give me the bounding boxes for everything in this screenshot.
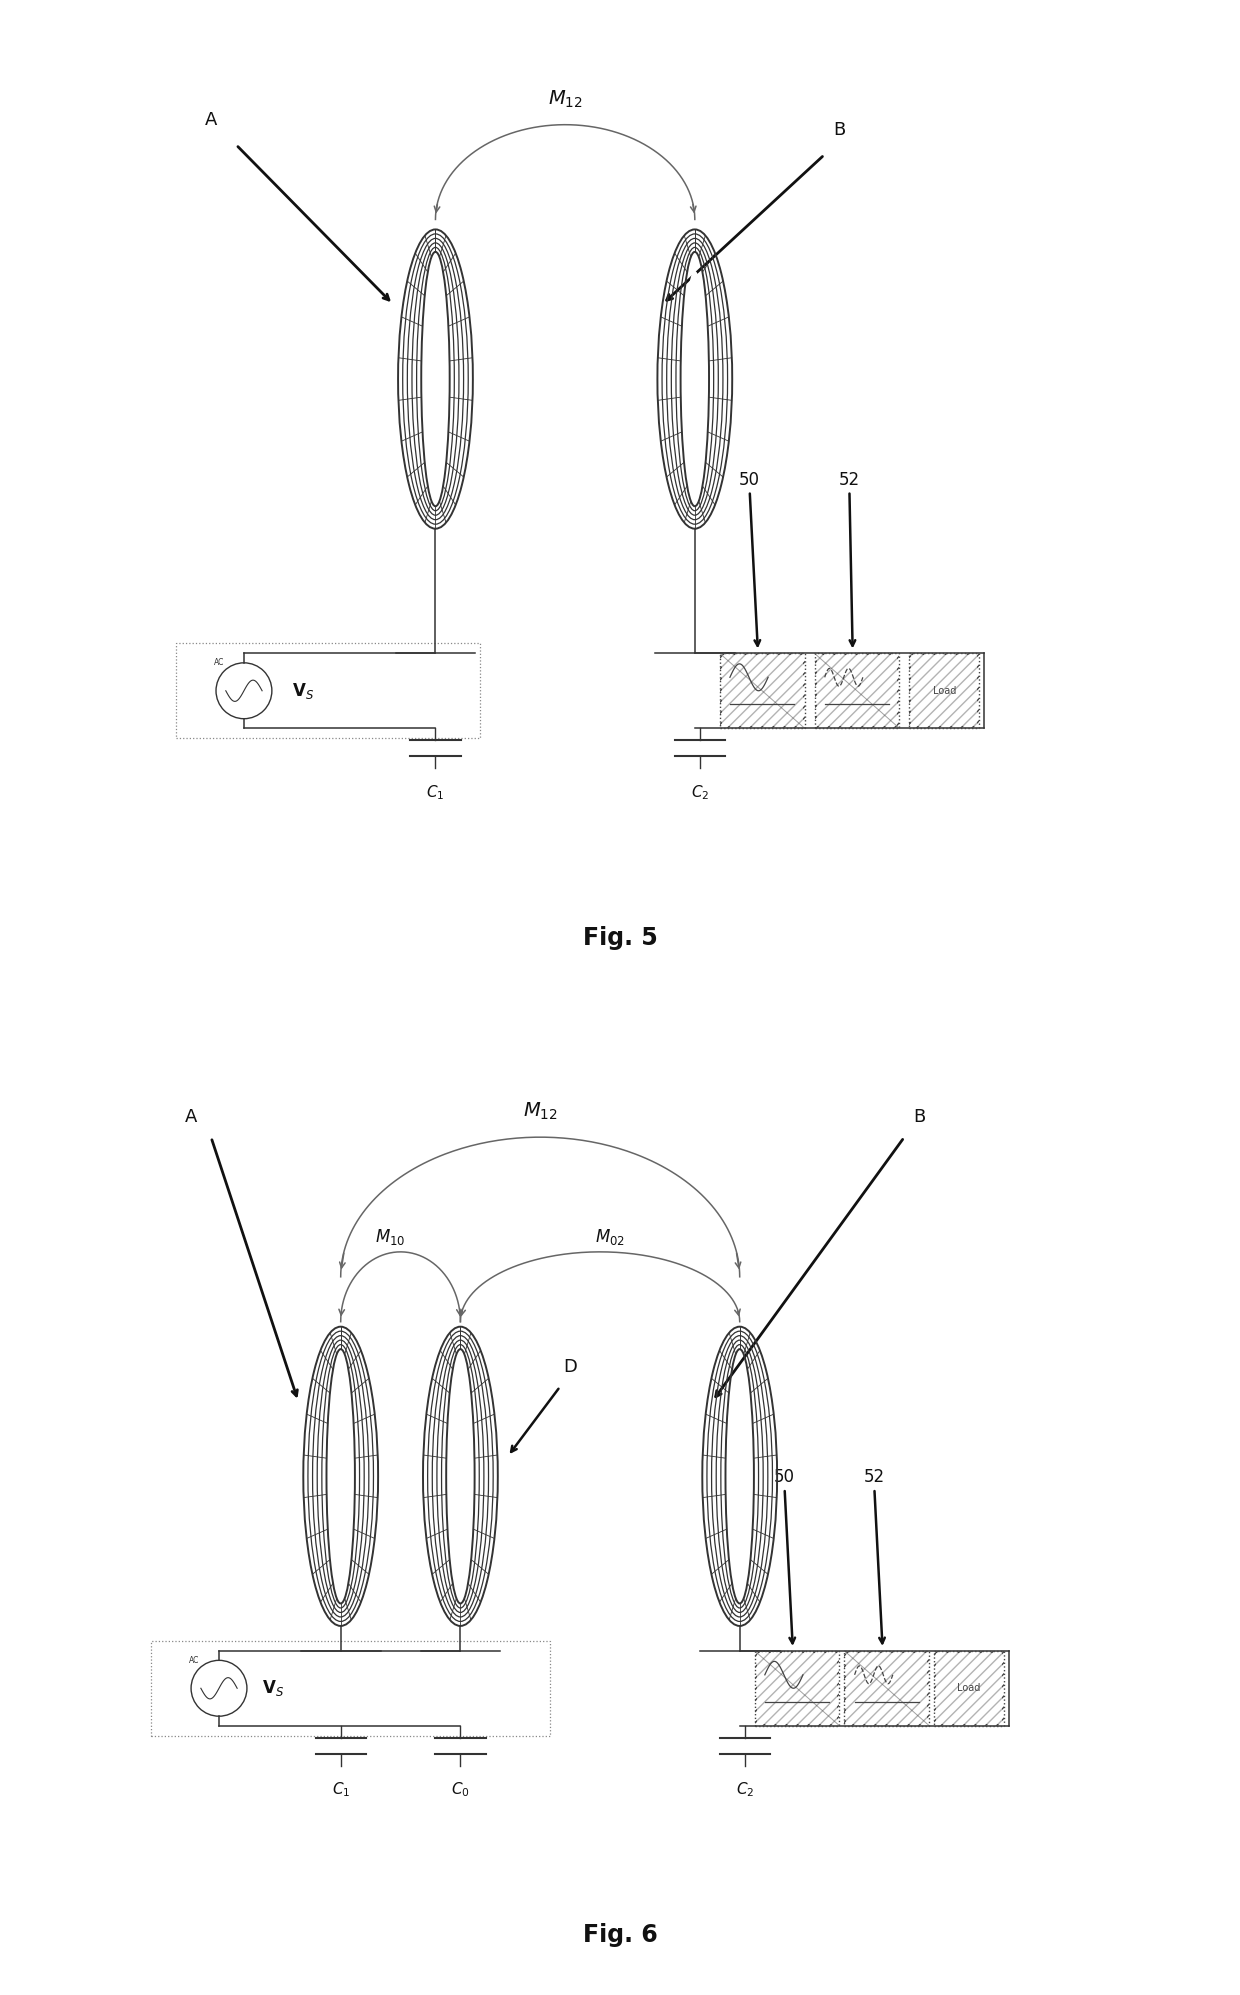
Ellipse shape bbox=[656, 227, 734, 531]
Bar bbox=[911, 654, 977, 726]
Bar bbox=[719, 654, 805, 728]
Text: Load: Load bbox=[932, 686, 956, 696]
Text: 52: 52 bbox=[864, 1468, 885, 1486]
Text: $C_2$: $C_2$ bbox=[691, 782, 709, 802]
Text: D: D bbox=[563, 1357, 577, 1377]
Bar bbox=[756, 1652, 837, 1724]
Text: $C_0$: $C_0$ bbox=[451, 1780, 470, 1799]
Text: $M_{10}$: $M_{10}$ bbox=[376, 1227, 405, 1247]
Ellipse shape bbox=[301, 1325, 381, 1628]
Bar bbox=[151, 1640, 551, 1736]
Ellipse shape bbox=[423, 271, 448, 487]
Ellipse shape bbox=[329, 1369, 353, 1584]
Ellipse shape bbox=[396, 227, 475, 531]
Bar bbox=[909, 654, 980, 728]
Bar bbox=[844, 1652, 929, 1726]
Bar bbox=[936, 1652, 1002, 1724]
Text: Load: Load bbox=[957, 1684, 981, 1694]
Text: $M_{12}$: $M_{12}$ bbox=[523, 1101, 558, 1121]
Text: $M_{02}$: $M_{02}$ bbox=[595, 1227, 625, 1247]
Text: 50: 50 bbox=[774, 1468, 795, 1486]
Text: B: B bbox=[913, 1107, 925, 1127]
Text: Fig. 6: Fig. 6 bbox=[583, 1923, 657, 1947]
Ellipse shape bbox=[422, 1325, 500, 1628]
Text: $C_1$: $C_1$ bbox=[331, 1780, 350, 1799]
Bar bbox=[755, 1652, 839, 1726]
Text: AC: AC bbox=[188, 1656, 200, 1664]
Text: $\mathbf{V}_S$: $\mathbf{V}_S$ bbox=[262, 1678, 284, 1698]
Bar bbox=[816, 654, 898, 726]
Ellipse shape bbox=[683, 271, 707, 487]
Text: AC: AC bbox=[213, 658, 224, 666]
Text: 50: 50 bbox=[739, 471, 760, 489]
Text: Fig. 5: Fig. 5 bbox=[583, 926, 657, 950]
Bar bbox=[934, 1652, 1004, 1726]
Bar bbox=[815, 654, 899, 728]
Bar bbox=[755, 1652, 839, 1726]
Text: 52: 52 bbox=[839, 471, 861, 489]
Text: B: B bbox=[833, 120, 846, 140]
Bar bbox=[909, 654, 980, 728]
Text: $M_{12}$: $M_{12}$ bbox=[548, 88, 583, 110]
Bar bbox=[847, 1652, 928, 1724]
Text: $C_2$: $C_2$ bbox=[735, 1780, 754, 1799]
Bar bbox=[815, 654, 899, 728]
Bar bbox=[719, 654, 805, 728]
Bar bbox=[844, 1652, 929, 1726]
Text: A: A bbox=[205, 110, 217, 130]
Bar bbox=[934, 1652, 1004, 1726]
Ellipse shape bbox=[701, 1325, 779, 1628]
Text: $\mathbf{V}_S$: $\mathbf{V}_S$ bbox=[291, 680, 314, 700]
Text: $C_1$: $C_1$ bbox=[427, 782, 445, 802]
Ellipse shape bbox=[728, 1369, 751, 1584]
Bar bbox=[722, 654, 802, 726]
Text: A: A bbox=[185, 1107, 197, 1127]
Ellipse shape bbox=[449, 1369, 472, 1584]
Bar bbox=[176, 642, 480, 738]
